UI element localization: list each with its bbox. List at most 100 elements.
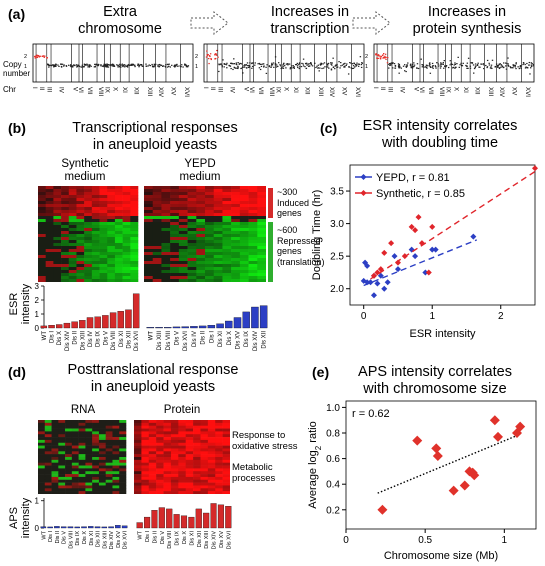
heatmap-cell	[222, 468, 230, 472]
heatmap-cell	[161, 186, 171, 190]
bar	[233, 317, 242, 329]
copy-number-dot	[431, 65, 434, 67]
copy-number-dot	[205, 56, 208, 58]
heatmap-cell	[200, 448, 209, 452]
heatmap-cell	[51, 479, 59, 483]
heatmap-cell	[61, 267, 70, 271]
heatmap-cell	[71, 471, 79, 475]
heatmap-cell	[239, 198, 249, 202]
heatmap-cell	[105, 439, 113, 444]
heatmap-cell	[38, 445, 46, 449]
copy-number-dot	[434, 65, 437, 67]
heatmap-cell	[170, 471, 179, 475]
heatmap-cell	[85, 437, 93, 441]
heatmap-cell	[92, 459, 100, 463]
heatmap-cell	[44, 454, 52, 458]
copy-number-dot	[389, 62, 391, 65]
heatmap-cell	[134, 428, 142, 432]
copy-number-dot	[344, 66, 346, 68]
heatmap-cell	[51, 459, 59, 463]
heatmap-cell	[152, 225, 162, 229]
copy-number-dot	[58, 65, 60, 68]
heatmap-cell	[38, 482, 46, 486]
panel-a-step-2: Increases in transcription	[270, 4, 350, 37]
heatmap-cell	[205, 261, 215, 265]
heatmap-cell	[105, 459, 113, 463]
copy-number-dot	[237, 65, 239, 67]
copy-number-dot	[134, 65, 136, 68]
heatmap-cell	[196, 219, 206, 223]
copy-number-dot	[392, 62, 394, 64]
heatmap-cell	[85, 428, 93, 432]
heatmap-cell	[185, 431, 194, 435]
heatmap-cell	[99, 264, 108, 268]
heatmap-cell	[51, 485, 59, 489]
heatmap-cell	[92, 428, 100, 432]
copy-number-dot	[320, 62, 322, 64]
copy-number-dot	[501, 65, 504, 67]
heatmap-cell	[119, 451, 127, 455]
heatmap-cell	[44, 482, 52, 486]
heatmap-cell	[76, 276, 85, 280]
chromosome-label: X	[283, 87, 290, 91]
heatmap-cell	[61, 225, 70, 229]
copy-number-dot	[208, 58, 210, 60]
bar-label: Dis II	[152, 531, 158, 544]
data-point	[377, 272, 384, 279]
copy-number-dot	[330, 62, 332, 64]
copy-number-dot	[123, 64, 126, 66]
copy-number-dot	[119, 66, 121, 68]
heatmap-cell	[65, 420, 73, 424]
axis-tick: 1	[365, 64, 368, 70]
copy-number-dot	[244, 66, 246, 68]
heatmap-cell	[248, 276, 258, 280]
heatmap-cell	[163, 451, 172, 455]
heatmap-cell	[44, 434, 52, 438]
heatmap-cell	[144, 186, 154, 190]
heatmap-cell	[114, 237, 123, 241]
y-tick-label: 0.2	[326, 505, 340, 516]
heatmap-cell	[61, 207, 70, 211]
bar	[71, 321, 78, 329]
heatmap-cell	[53, 198, 62, 202]
heatmap-cell	[76, 216, 85, 220]
heatmap-cell	[178, 237, 188, 241]
copy-number-dot	[282, 63, 285, 65]
copy-number-dot	[530, 67, 532, 69]
heatmap-cell	[161, 222, 171, 226]
copy-number-dot	[207, 54, 209, 56]
x-tick-label: 0	[361, 311, 367, 322]
heatmap-cell	[58, 465, 66, 469]
heatmap-cell	[257, 276, 266, 280]
heatmap-cell	[215, 454, 223, 458]
bar	[115, 525, 121, 529]
chromosome-label: III	[45, 87, 52, 92]
heatmap-cell	[38, 249, 46, 253]
heatmap-cell	[114, 252, 123, 256]
heatmap-cell	[105, 437, 113, 441]
heatmap-cell	[114, 267, 123, 271]
heatmap-cell	[196, 225, 206, 229]
heatmap-cell	[141, 420, 150, 424]
heatmap-cell	[200, 428, 209, 432]
heatmap-cell	[161, 246, 171, 250]
copy-number-dot	[145, 65, 147, 67]
heatmap-cell	[222, 270, 232, 274]
chromosome-label: VII	[257, 87, 264, 95]
copy-number-dot	[245, 67, 248, 69]
heatmap-cell	[152, 261, 162, 265]
heatmap-cell	[71, 437, 79, 441]
heatmap-cell	[51, 451, 59, 455]
heatmap-cell	[107, 195, 116, 199]
copy-number-dot	[293, 67, 295, 69]
bar	[198, 325, 207, 329]
heatmap-cell	[207, 459, 216, 463]
heatmap-cell	[248, 216, 258, 220]
heatmap-cell	[114, 246, 123, 250]
copy-number-dot	[280, 65, 282, 67]
heatmap-cell	[213, 216, 223, 220]
copy-number-dot	[120, 66, 122, 68]
copy-number-dot	[400, 67, 402, 69]
heatmap-cell	[53, 249, 62, 253]
copy-number-dot	[124, 66, 126, 68]
